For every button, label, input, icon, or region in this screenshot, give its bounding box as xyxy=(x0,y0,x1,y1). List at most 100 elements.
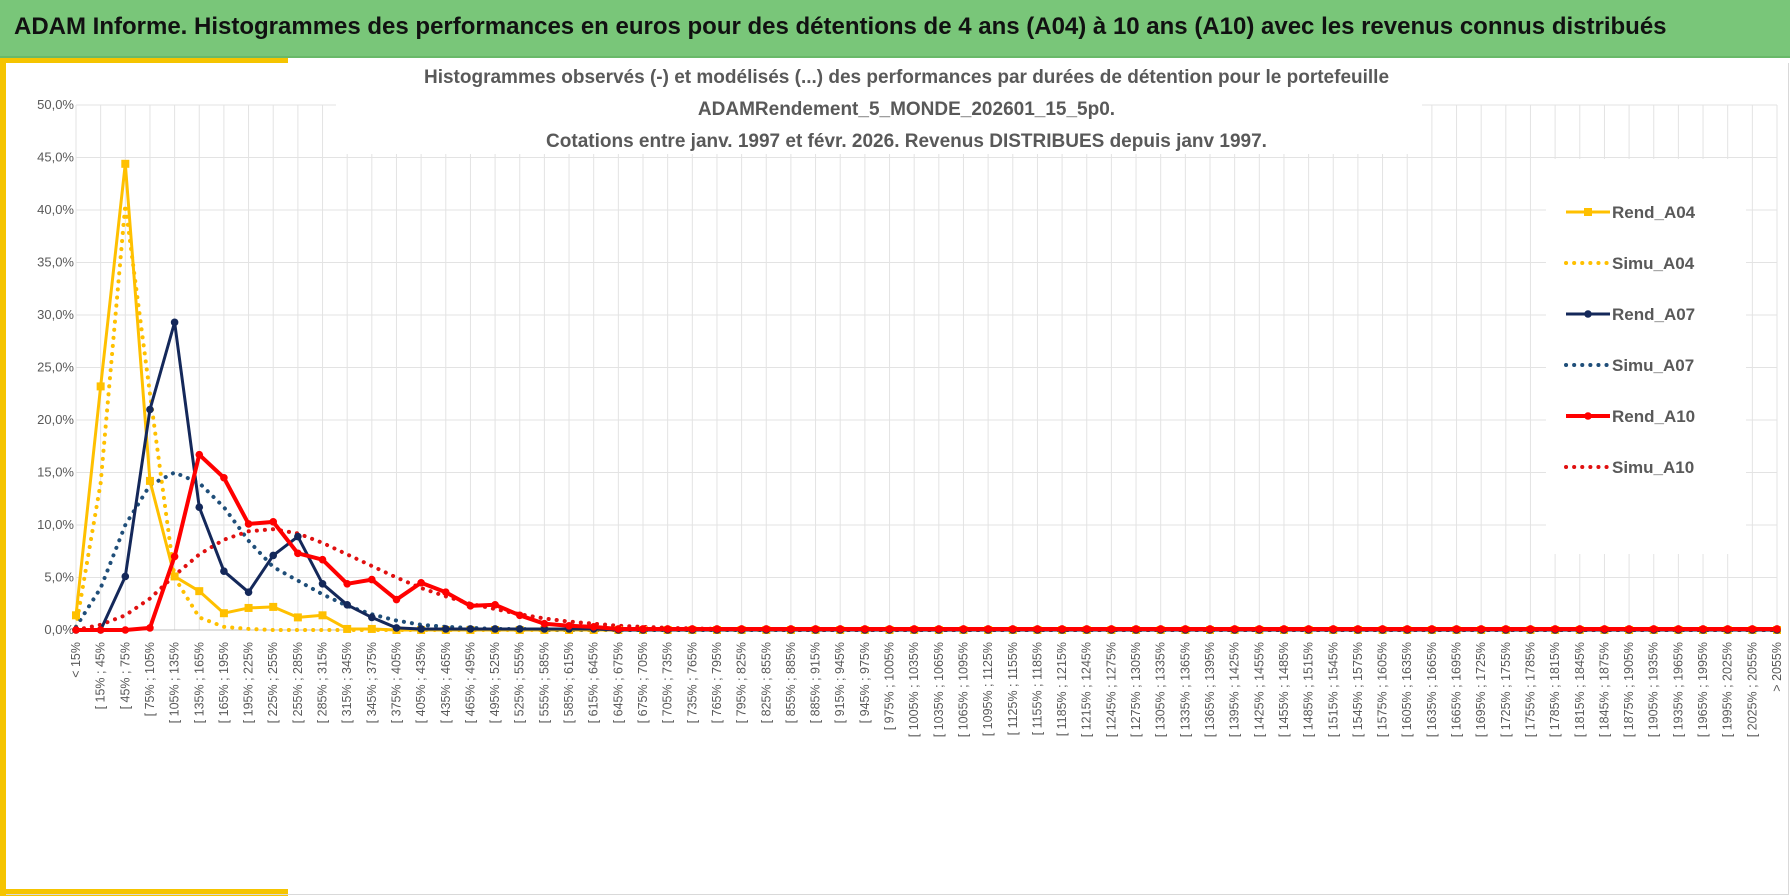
data-point xyxy=(688,625,697,633)
x-tick-label: [ 1395% ; 1425% xyxy=(1228,642,1242,737)
y-tick-label: 10,0% xyxy=(37,517,74,532)
data-point xyxy=(368,613,376,622)
x-tick-label: [ 435% ; 465% xyxy=(439,642,453,723)
data-point xyxy=(343,601,351,609)
y-tick-label: 0,0% xyxy=(44,622,74,637)
data-point xyxy=(737,625,746,633)
data-point xyxy=(195,587,204,596)
data-point xyxy=(441,625,450,633)
x-tick-label: [ 885% ; 915% xyxy=(809,642,823,723)
y-tick-label: 45,0% xyxy=(37,150,74,165)
x-tick-label: [ 15% ; 45% xyxy=(94,642,108,709)
x-tick-label: [ 1275% ; 1305% xyxy=(1129,642,1143,737)
data-point xyxy=(1107,625,1116,633)
legend-label: Simu_A10 xyxy=(1612,458,1694,477)
y-tick-label: 35,0% xyxy=(37,255,74,270)
chart-title-line: ADAMRendement_5_MONDE_202601_15_5p0. xyxy=(698,99,1115,120)
x-tick-label: [ 1155% ; 1185% xyxy=(1030,642,1044,735)
x-tick-label: [ 285% ; 315% xyxy=(316,642,330,723)
data-point xyxy=(1723,625,1732,633)
data-point xyxy=(1551,625,1559,633)
x-tick-label: [ 105% ; 135% xyxy=(168,642,182,723)
data-point xyxy=(515,611,524,620)
data-point xyxy=(515,625,524,633)
y-tick-label: 25,0% xyxy=(37,360,74,375)
data-point xyxy=(170,318,179,327)
data-point xyxy=(1575,625,1584,633)
data-point xyxy=(910,625,918,633)
x-tick-label: [ 765% ; 795% xyxy=(710,642,724,723)
data-point xyxy=(72,611,80,620)
x-tick-label: [ 495% ; 525% xyxy=(488,642,502,723)
x-tick-label: [ 1245% ; 1275% xyxy=(1104,642,1118,737)
data-point xyxy=(1600,625,1609,633)
data-point xyxy=(1428,625,1436,633)
series-rend-a10 xyxy=(72,450,1781,634)
data-point xyxy=(1773,625,1781,633)
x-tick-label: [ 825% ; 855% xyxy=(759,642,773,723)
data-point xyxy=(663,625,672,633)
data-point xyxy=(1477,625,1485,633)
data-point xyxy=(417,625,425,633)
x-tick-label: [ 915% ; 945% xyxy=(833,642,847,723)
series-rend-a07 xyxy=(72,318,1781,634)
y-tick-label: 5,0% xyxy=(44,570,74,585)
chart-title-line: Histogrammes observés (-) et modélisés (… xyxy=(424,67,1389,88)
data-point xyxy=(367,624,376,633)
data-point xyxy=(392,624,401,632)
legend-background xyxy=(1546,159,1746,554)
data-point xyxy=(96,382,105,391)
x-tick-label: [ 1485% ; 1515% xyxy=(1302,642,1316,737)
y-tick-label: 30,0% xyxy=(37,307,74,322)
data-point xyxy=(146,405,154,414)
x-tick-label: [ 2025% ; 2055% xyxy=(1745,642,1759,737)
data-point xyxy=(244,520,253,528)
data-point xyxy=(639,625,647,633)
x-tick-label: [ 1065% ; 1095% xyxy=(956,642,970,737)
x-tick-label: [ 225% ; 255% xyxy=(266,642,280,723)
data-point xyxy=(294,549,302,558)
legend: Rend_A04 Simu_A04 Rend_A07 Simu_A07 Rend_A10… xyxy=(1546,159,1746,554)
data-point xyxy=(466,625,475,633)
x-tick-label: [ 375% ; 405% xyxy=(389,642,403,723)
legend-marker xyxy=(1584,310,1592,318)
x-tick-label: [ 645% ; 675% xyxy=(611,642,625,723)
legend-label: Rend_A07 xyxy=(1612,305,1695,324)
x-tick-label: [ 1875% ; 1905% xyxy=(1622,642,1636,737)
accent-bar-bottom xyxy=(0,889,288,896)
x-tick-label: [ 405% ; 435% xyxy=(414,642,428,723)
x-tick-label: [ 1665% ; 1695% xyxy=(1450,642,1464,737)
data-point xyxy=(269,518,278,526)
data-point xyxy=(195,503,204,511)
x-tick-label: [ 1935% ; 1965% xyxy=(1671,642,1685,737)
x-tick-label: [ 75% ; 105% xyxy=(143,642,157,716)
data-point xyxy=(219,609,228,618)
report-banner: ADAM Informe. Histogrammes des performan… xyxy=(0,0,1790,58)
x-tick-label: [ 1545% ; 1575% xyxy=(1351,642,1365,737)
data-point xyxy=(1255,625,1264,633)
x-tick-label: [ 1425% ; 1455% xyxy=(1252,642,1266,737)
data-point xyxy=(1674,625,1683,633)
data-point xyxy=(787,625,795,633)
x-tick-label: [ 165% ; 195% xyxy=(217,642,231,723)
x-tick-label: [ 795% ; 825% xyxy=(735,642,749,723)
legend-label: Simu_A04 xyxy=(1612,254,1695,273)
data-point xyxy=(713,625,721,633)
accent-bar-left xyxy=(0,58,6,896)
grid-layer xyxy=(75,104,1778,631)
y-tick-label: 20,0% xyxy=(37,412,74,427)
x-tick-label: [ 945% ; 975% xyxy=(858,642,872,723)
x-tick-label: [ 1695% ; 1725% xyxy=(1474,642,1488,737)
x-tick-label: [ 1035% ; 1065% xyxy=(932,642,946,737)
x-tick-label: [ 195% ; 225% xyxy=(242,642,256,723)
x-tick-label: [ 1755% ; 1785% xyxy=(1523,642,1537,737)
data-point xyxy=(1452,625,1461,633)
x-tick-label: [ 1635% ; 1665% xyxy=(1425,642,1439,737)
chart-frame: 0,0% 5,0% 10,0% 15,0% 20,0% 25,0% 30,0% 35,0% 40… xyxy=(6,63,1789,895)
x-tick-label: [ 855% ; 885% xyxy=(784,642,798,723)
x-tick-label: [ 1005% ; 1035% xyxy=(907,642,921,737)
data-point xyxy=(294,532,302,541)
x-tick-label: [ 345% ; 375% xyxy=(365,642,379,723)
x-tick-label: [ 465% ; 495% xyxy=(463,642,477,723)
accent-bar-top xyxy=(0,58,288,63)
